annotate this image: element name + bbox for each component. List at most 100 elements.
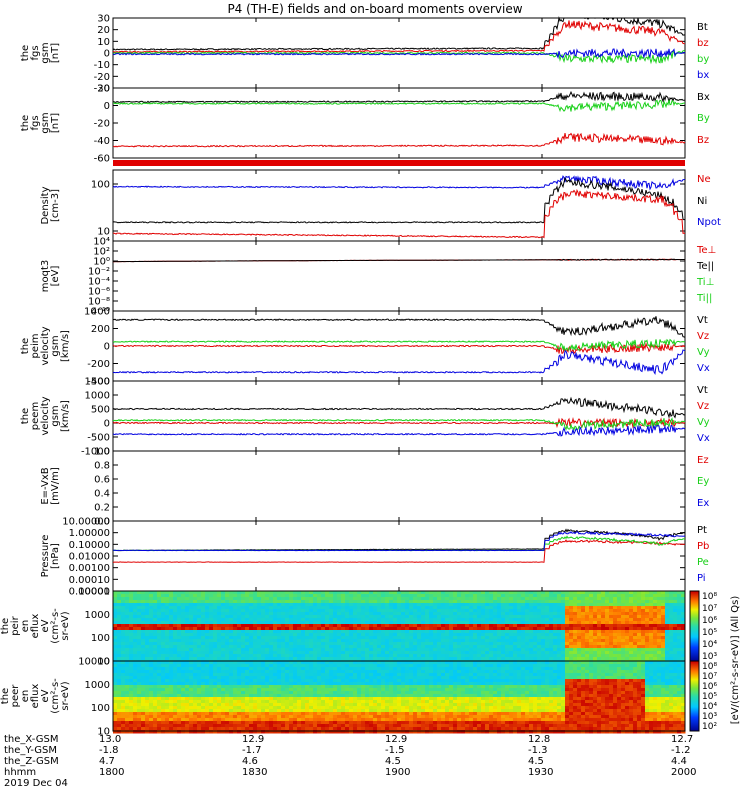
y-tick-label: -10 [94, 60, 110, 71]
colorbar-frame [689, 660, 700, 732]
colorbar-segment [690, 615, 699, 617]
y-axis-label: gsm [50, 405, 61, 426]
colorbar-segment [690, 618, 699, 620]
colorbar-segment [690, 690, 699, 692]
colorbar-segment [690, 663, 699, 665]
x-axis-tick-label: 1930 [528, 767, 554, 778]
colorbar-segment [690, 670, 699, 672]
y-axis-label: gsm [40, 42, 51, 63]
legend-ti-: Ti⊥ [697, 277, 715, 288]
y-tick-label: 20 [97, 25, 110, 36]
legend-vz: Vz [697, 331, 710, 342]
y-tick-label: 1500 [85, 377, 110, 388]
colorbar-segment [690, 626, 699, 628]
y-tick-label: -60 [94, 154, 110, 165]
panel-frame [112, 520, 686, 592]
y-tick-label: 20 [97, 84, 110, 95]
colorbar-tick-label: 10⁴ [702, 640, 717, 650]
colorbar-segment [690, 657, 699, 659]
series-bz-line [112, 132, 686, 148]
colorbar-segment [690, 725, 699, 727]
series-pi-line [112, 531, 686, 552]
colorbar-segment [690, 727, 699, 729]
colorbar-segment [690, 720, 699, 722]
colorbar-segment [690, 710, 699, 712]
colorbar-segment [690, 673, 699, 675]
colorbar-segment [690, 678, 699, 680]
legend-pb: Pb [697, 541, 710, 552]
legend-bt: Bt [697, 22, 708, 33]
colorbar-segment [690, 604, 699, 606]
colorbar-segment [690, 694, 699, 696]
y-tick-label: 10⁻⁶ [88, 287, 110, 298]
colorbar-segment [690, 591, 699, 593]
colorbar-segment [690, 601, 699, 603]
y-tick-label: -20 [94, 72, 110, 83]
y-tick-label: 10⁰ [93, 257, 110, 268]
x-axis-tick-label: 4.4 [671, 756, 687, 767]
y-tick-label: 100 [91, 703, 110, 714]
colorbar-segment [690, 723, 699, 725]
y-tick-label: 10 [97, 657, 110, 668]
y-tick-label: -500 [87, 433, 110, 444]
colorbar-segment [690, 617, 699, 619]
colorbar-segment [690, 629, 699, 631]
y-axis-label: [km/s] [60, 400, 71, 432]
colorbar-segment [690, 689, 699, 691]
colorbar-segment [690, 600, 699, 602]
y-tick-label: 10² [93, 247, 110, 258]
y-tick-label: 0.00100 [69, 563, 110, 574]
series-vt-line [112, 316, 686, 338]
colorbar-segment [690, 616, 699, 618]
x-axis-tick-label: 1800 [99, 767, 125, 778]
legend-by: by [697, 54, 710, 65]
y-tick-label: -20 [94, 119, 110, 130]
y-axis-label: [nT] [50, 43, 61, 63]
legend-vt: Vt [697, 385, 708, 396]
y-axis-label: fgs [30, 115, 41, 130]
colorbar-segment [690, 635, 699, 637]
series-by-line [113, 99, 686, 113]
colorbar-segment [690, 681, 699, 683]
x-axis-tick-label: 1830 [242, 767, 268, 778]
y-tick-label: 1000 [85, 610, 110, 621]
x-axis-tick-label: 4.7 [99, 756, 115, 767]
colorbar-segment [690, 722, 699, 724]
colorbar-segment [690, 646, 699, 648]
colorbar-segment [690, 650, 699, 652]
panel-frame [112, 450, 686, 522]
colorbar-segment [690, 611, 699, 613]
y-axis-label: eflux [30, 684, 41, 709]
y-axis-label: peir [10, 615, 21, 635]
colorbar-segment [690, 654, 699, 656]
legend-vz: Vz [697, 401, 710, 412]
colorbar-segment [690, 627, 699, 629]
y-tick-label: 0.00010 [69, 575, 110, 586]
series-ni-line [112, 177, 686, 224]
colorbar-tick-label: 10⁷ [702, 604, 717, 614]
colorbar-segment [690, 705, 699, 707]
colorbar-segment [690, 609, 699, 611]
colorbar-segment [690, 631, 699, 633]
panel-frame [112, 240, 686, 312]
colorbar-segment [690, 602, 699, 604]
y-axis-label: gsm [50, 335, 61, 356]
colorbar-segment [690, 653, 699, 655]
colorbar-segment [690, 676, 699, 678]
colorbar-segment [690, 715, 699, 717]
y-tick-label: -30 [94, 84, 110, 95]
colorbar-segment [690, 608, 699, 610]
colorbar-segment [690, 728, 699, 730]
colorbar-segment [690, 717, 699, 719]
colorbar-label: [eV/(cm²-s-sr-eV)] (All Qs) [730, 596, 741, 725]
y-tick-label: 10⁻¹⁰ [84, 307, 110, 318]
legend-ez: Ez [697, 455, 709, 466]
y-axis-label: gsm [40, 112, 51, 133]
colorbar-tick-label: 10² [702, 722, 717, 732]
colorbar-tick-label: 10⁷ [702, 672, 717, 682]
y-tick-label: 10.00000 [62, 517, 110, 528]
y-tick-label: 0 [104, 419, 110, 430]
series-bx-line [112, 48, 686, 60]
legend-ey: Ey [697, 476, 710, 488]
colorbar-segment [690, 634, 699, 636]
